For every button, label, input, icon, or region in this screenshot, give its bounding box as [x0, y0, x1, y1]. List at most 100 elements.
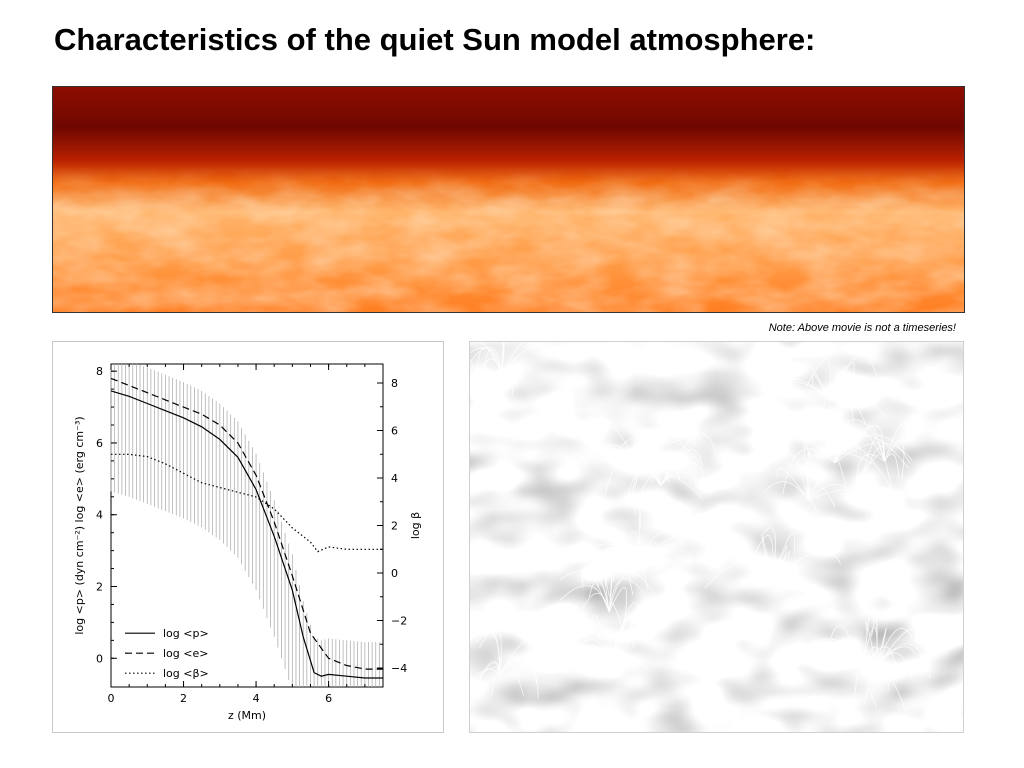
field-line	[884, 440, 905, 481]
field-line	[499, 663, 525, 697]
field-line	[704, 561, 774, 589]
y-left-axis-label: log <p> (dyn cm⁻²) log <e> (erg cm⁻³)	[73, 416, 86, 634]
field-line	[622, 456, 662, 486]
field-line	[807, 473, 823, 501]
field-line	[611, 615, 658, 663]
field-line	[772, 561, 782, 595]
field-line	[630, 449, 643, 500]
field-line	[837, 637, 878, 669]
field-line	[584, 444, 640, 468]
field-line	[633, 475, 662, 514]
field-line	[639, 441, 701, 468]
field-line	[596, 627, 612, 663]
field-line	[501, 344, 570, 375]
field-line	[829, 365, 847, 402]
field-line	[638, 508, 642, 571]
field-line	[777, 467, 809, 501]
field-line	[772, 532, 795, 580]
field-line	[605, 550, 640, 579]
field-line	[808, 488, 880, 501]
field-line	[569, 623, 612, 663]
field-line	[608, 558, 620, 613]
field-line	[660, 449, 703, 486]
field-line	[772, 568, 801, 600]
field-line	[470, 346, 503, 375]
profile-chart: 0 2 4 6 0 2 4 6 8 −4 −2 0 2 4 6 8 z (Mm) log <p> (dyn cm⁻…	[52, 341, 444, 733]
field-line	[852, 446, 885, 496]
field-line	[659, 424, 682, 486]
field-line	[479, 627, 502, 676]
field-line	[807, 484, 869, 516]
field-line	[853, 660, 863, 711]
field-line	[470, 626, 501, 676]
field-line	[626, 469, 662, 500]
field-line	[861, 646, 898, 683]
field-line	[613, 560, 640, 582]
field-line	[829, 355, 878, 402]
x-tick-label: 6	[325, 692, 332, 705]
y-left-tick-label: 8	[96, 365, 103, 378]
field-line	[639, 455, 670, 483]
movie-note: Note: Above movie is not a timeseries!	[768, 322, 956, 334]
field-line	[624, 442, 662, 486]
y-right-tick-label: −2	[391, 615, 407, 628]
series-line-1	[110, 377, 383, 670]
field-line	[611, 627, 635, 664]
field-line	[772, 550, 841, 580]
field-line	[782, 448, 836, 495]
x-axis-label: z (Mm)	[228, 709, 266, 722]
field-line	[660, 461, 705, 486]
field-line	[608, 578, 645, 613]
y-right-tick-label: 2	[391, 520, 398, 533]
field-line	[499, 637, 552, 677]
field-line	[501, 342, 562, 375]
slide-title: Characteristics of the quiet Sun model a…	[54, 22, 816, 57]
field-line	[876, 629, 917, 669]
field-line	[639, 418, 702, 468]
field-line	[639, 438, 697, 468]
series-line-0	[110, 390, 383, 679]
field-line	[772, 558, 799, 586]
field-line	[807, 464, 825, 501]
field-line	[480, 342, 503, 375]
field-line	[812, 374, 831, 402]
temperature-heatmap-image	[52, 86, 965, 313]
field-line	[876, 627, 913, 669]
field-line	[809, 638, 877, 669]
field-line	[772, 545, 788, 580]
field-line	[638, 553, 667, 571]
field-line	[608, 602, 629, 650]
field-line	[884, 453, 900, 479]
magnetic-field-lines-image	[469, 341, 964, 733]
field-line	[597, 546, 640, 588]
field-line	[882, 451, 894, 496]
field-line	[876, 627, 887, 669]
field-line	[861, 666, 907, 712]
field-line	[611, 613, 633, 664]
field-line	[627, 559, 640, 595]
field-line	[588, 578, 610, 613]
y-left-tick-label: 2	[96, 581, 103, 594]
field-line	[611, 653, 649, 670]
field-line	[592, 418, 640, 468]
field-line	[861, 646, 916, 675]
y-right-tick-label: 4	[391, 472, 398, 485]
field-line	[604, 578, 610, 613]
profile-chart-svg: 0 2 4 6 0 2 4 6 8 −4 −2 0 2 4 6 8 z (Mm) log <p> (dyn cm⁻…	[73, 363, 422, 722]
field-line	[748, 445, 809, 501]
field-line	[470, 347, 503, 375]
y-left-tick-label: 0	[96, 652, 103, 665]
field-line	[565, 645, 612, 664]
field-line	[761, 377, 830, 402]
y-right-tick-label: 8	[391, 377, 398, 390]
y-right-axis-label: log β	[409, 512, 422, 539]
x-tick-label: 0	[108, 692, 115, 705]
field-line	[639, 447, 681, 480]
field-line	[781, 352, 831, 402]
field-line	[807, 484, 836, 508]
field-line	[499, 656, 539, 699]
y-right-tick-label: 0	[391, 567, 398, 580]
field-line	[826, 419, 885, 462]
field-line	[634, 433, 647, 468]
field-line	[501, 342, 504, 375]
